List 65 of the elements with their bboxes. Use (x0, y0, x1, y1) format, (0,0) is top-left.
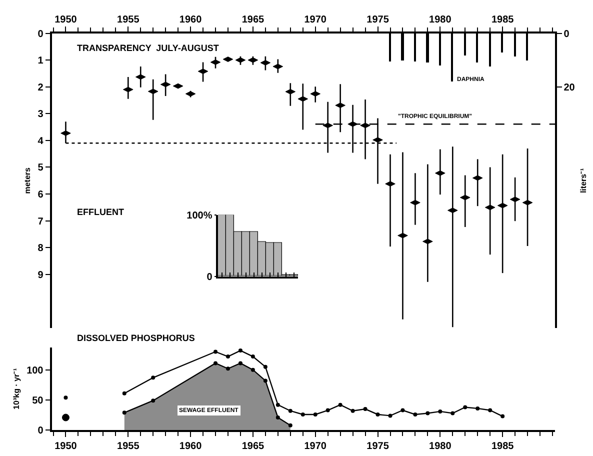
y-tick-label: 100% (186, 210, 212, 222)
y-tick-label: 7 (38, 216, 44, 228)
y2-axis-title: liters⁻¹ (578, 168, 588, 194)
x-tick-label: 1980 (429, 440, 452, 452)
point (350, 408, 355, 413)
x-tick-label: 1955 (117, 440, 140, 452)
y-axis-title: 10³kg · yr⁻¹ (12, 368, 21, 410)
x-tick-label: 1980 (429, 14, 452, 26)
x-tick-label: 1970 (304, 440, 327, 452)
x-tick-label: 1950 (54, 14, 78, 26)
x-tick-label: 1950 (54, 440, 78, 452)
x-tick-label: 1970 (304, 14, 327, 26)
x-tick-label: 1960 (179, 14, 202, 26)
point (226, 354, 230, 359)
point (288, 408, 292, 413)
y-axis-title: meters (22, 166, 32, 194)
text: TRANSPARENCY JULY-AUGUST (77, 43, 220, 53)
point (326, 408, 330, 412)
point (488, 408, 492, 412)
point (388, 414, 392, 418)
point (476, 406, 480, 410)
y-tick-label: 50 (32, 396, 44, 406)
x-tick-label: 1965 (242, 14, 265, 26)
point (313, 412, 318, 416)
point (214, 350, 218, 354)
point (338, 402, 342, 407)
point (400, 408, 405, 412)
point (500, 414, 505, 418)
point (250, 354, 255, 359)
point (62, 414, 70, 422)
x-tick-label: 1955 (117, 14, 140, 26)
point (426, 411, 430, 416)
y-tick-label: 0 (38, 426, 44, 437)
point (363, 407, 368, 412)
x-tick-label: 1985 (491, 14, 514, 26)
point (376, 412, 380, 416)
chart-title: DISSOLVED PHOSPHORUS (77, 333, 195, 343)
point (450, 411, 455, 416)
y-tick-label: 5 (38, 162, 44, 174)
x-tick-label: 1975 (366, 14, 390, 26)
annotation: EFFLUENT (77, 207, 124, 217)
y-tick-label: 1 (38, 56, 44, 67)
point (300, 412, 305, 416)
x-tick-label: 1960 (179, 440, 202, 452)
y-tick-label: 4 (38, 136, 44, 147)
point (463, 405, 468, 410)
point (263, 364, 268, 369)
y-tick-label: 100 (26, 365, 44, 376)
point (151, 376, 156, 380)
point (276, 402, 280, 407)
x-tick-label: 1985 (491, 440, 514, 452)
point (413, 412, 418, 416)
y-tick-label: 6 (38, 190, 44, 201)
y-tick-label: 9 (38, 270, 44, 281)
y2-tick-label: 0 (564, 28, 570, 40)
x-tick-label: 1975 (366, 440, 390, 452)
y2-tick-label: 20 (564, 82, 576, 94)
y-tick-label: 8 (38, 243, 44, 254)
y-tick-label: 3 (38, 109, 44, 120)
x-tick-label: 1965 (242, 440, 265, 452)
point (238, 348, 242, 353)
point (122, 391, 126, 396)
y-tick-label: 2 (38, 82, 44, 94)
y-tick-label: 0 (38, 28, 44, 40)
point (438, 409, 442, 414)
